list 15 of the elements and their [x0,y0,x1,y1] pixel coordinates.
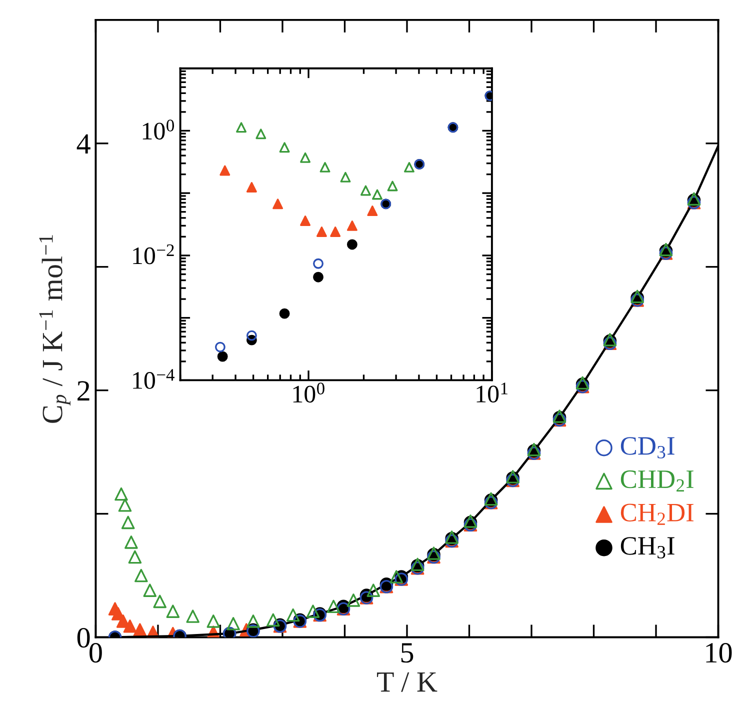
legend-label: CH$_{2}$DI [620,504,694,525]
y-tick-label: 2 [78,381,90,400]
y-tick-label: 10$^{−2}$ [133,244,174,264]
legend-label: CHD$_{2}$I [620,470,694,492]
y-tick-label: 10$^{0}$ [142,120,174,140]
y-tick-label: 4 [76,134,90,154]
x-axis-title: T / K [376,672,438,692]
y-tick-label: 0 [77,628,90,648]
y-tick-label: 10$^{−4}$ [133,369,174,389]
x-tick-label: 5 [401,643,414,663]
x-tick-label: 10$^{1}$ [476,382,508,402]
y-axis-title: C$_{p}$ / J K$^{−1}$ mol$^{−1}$ [39,235,70,423]
legend-label: CH$_{3}$I [620,537,674,558]
legend-label: CD$_{3}$I [620,437,674,458]
x-tick-label: 10 [706,642,732,663]
